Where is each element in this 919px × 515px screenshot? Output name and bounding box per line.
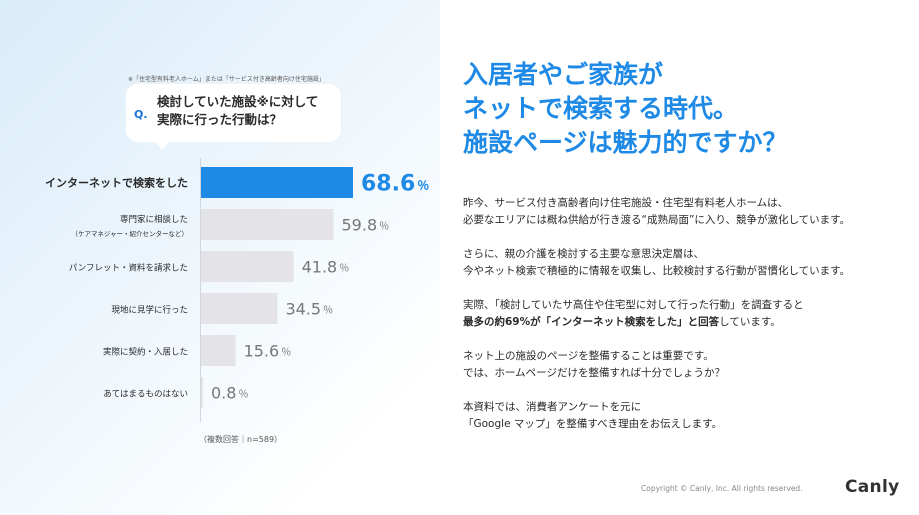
paragraph-2: さらに、親の介護を検討する主要な意思決定層は、 今やネット検索で積極的に情報を収… (463, 246, 903, 280)
value-label-5: 0.8 (211, 384, 236, 403)
paragraph-1-line-1: 昨今、サービス付き高齢者向け住宅施設・住宅型有料老人ホームは、 (463, 197, 789, 209)
paragraph-5: 本資料では、消費者アンケートを元に 「Google マップ」を整備すべき理由をお… (463, 399, 903, 433)
question-bubble (126, 84, 341, 150)
paragraph-5-line-2: 「Google マップ」を整備すべき理由をお伝えします。 (463, 418, 723, 430)
paragraph-1: 昨今、サービス付き高齢者向け住宅施設・住宅型有料老人ホームは、 必要なエリアには… (463, 195, 903, 229)
paragraph-5-line-1: 本資料では、消費者アンケートを元に (463, 401, 642, 413)
value-unit-4: ％ (281, 348, 291, 359)
paragraph-2-line-2: 今やネット検索で積極的に情報を収集し、比較検討する行動が習慣化しています。 (463, 265, 851, 277)
question-line-2: 実際に行った行動は？ (157, 112, 283, 127)
headline-line-2: ネットで検索する時代。 (463, 94, 739, 123)
headline: 入居者やご家族が ネットで検索する時代。 施設ページは魅力的ですか？ (463, 58, 788, 160)
question-mark-label: Q. (134, 108, 148, 121)
category-label-4: 実際に契約・入居した (103, 347, 188, 358)
value-unit-0: ％ (417, 179, 429, 193)
bar-1 (201, 209, 334, 240)
paragraph-3-highlight: 最多の約69%が「インターネット検索をした」と回答 (463, 316, 720, 328)
category-label-1: 専門家に相談した (120, 214, 188, 225)
bar-0 (201, 167, 353, 198)
paragraph-4-line-1: ネット上の施設のページを整備することは重要です。 (463, 350, 714, 362)
value-label-1: 59.8 (342, 216, 378, 235)
paragraph-2-line-1: さらに、親の介護を検討する主要な意思決定層は、 (463, 248, 705, 260)
value-unit-2: ％ (339, 264, 349, 275)
category-label-2: パンフレット・資料を請求した (69, 263, 188, 274)
headline-line-3: 施設ページは魅力的ですか？ (463, 128, 788, 157)
paragraph-4: ネット上の施設のページを整備することは重要です。 では、ホームページだけを整備す… (463, 348, 903, 382)
paragraph-4-line-2: では、ホームページだけを整備すれば十分でしょうか？ (463, 367, 725, 379)
bar-chart: インターネットで検索をした 68.6 ％専門家に相談した（ケアマネジャー・紹介センタ… (45, 167, 429, 408)
value-unit-1: ％ (379, 222, 389, 233)
copyright-text: Copyright © Canly, Inc. All rights reser… (641, 484, 803, 493)
value-label-3: 34.5 (285, 300, 321, 319)
category-label-0: インターネットで検索をした (45, 176, 188, 190)
bar-4 (201, 335, 236, 366)
chart-axis-line (200, 158, 201, 422)
category-sublabel-1: （ケアマネジャー・紹介センターなど） (71, 229, 188, 238)
category-label-5: あてはまるものはない (103, 390, 188, 400)
canly-logo: Canly (845, 477, 900, 497)
sample-size-note: （複数回答｜n=589） (199, 435, 283, 444)
headline-line-1: 入居者やご家族が (463, 60, 664, 89)
paragraph-3: 実際、「検討していたサ高住や住宅型に対して行った行動」を調査すると 最多の約69… (463, 297, 903, 331)
value-label-2: 41.8 (302, 258, 338, 277)
paragraph-3-tail: しています。 (719, 316, 781, 328)
bar-5 (201, 377, 203, 408)
question-line-1: 検討していた施設※に対して (157, 94, 319, 109)
bar-2 (201, 251, 294, 282)
body-text: 昨今、サービス付き高齢者向け住宅施設・住宅型有料老人ホームは、 必要なエリアには… (463, 195, 903, 450)
category-label-3: 現地に見学に行った (111, 305, 188, 316)
value-label-0: 68.6 (361, 172, 415, 197)
paragraph-1-line-2: 必要なエリアには概ね供給が行き渡る“成熟局面”に入り、競争が激化しています。 (463, 214, 851, 226)
value-unit-5: ％ (238, 390, 248, 401)
bar-3 (201, 293, 278, 324)
question-text: 検討していた施設※に対して 実際に行った行動は？ (157, 93, 318, 129)
paragraph-3-line-1: 実際、「検討していたサ高住や住宅型に対して行った行動」を調査すると (463, 299, 804, 311)
value-unit-3: ％ (323, 306, 333, 317)
footnote-facility: ※「住宅型有料老人ホーム」または「サービス付き高齢者向け住宅施設」 (128, 76, 325, 83)
value-label-4: 15.6 (244, 342, 280, 361)
